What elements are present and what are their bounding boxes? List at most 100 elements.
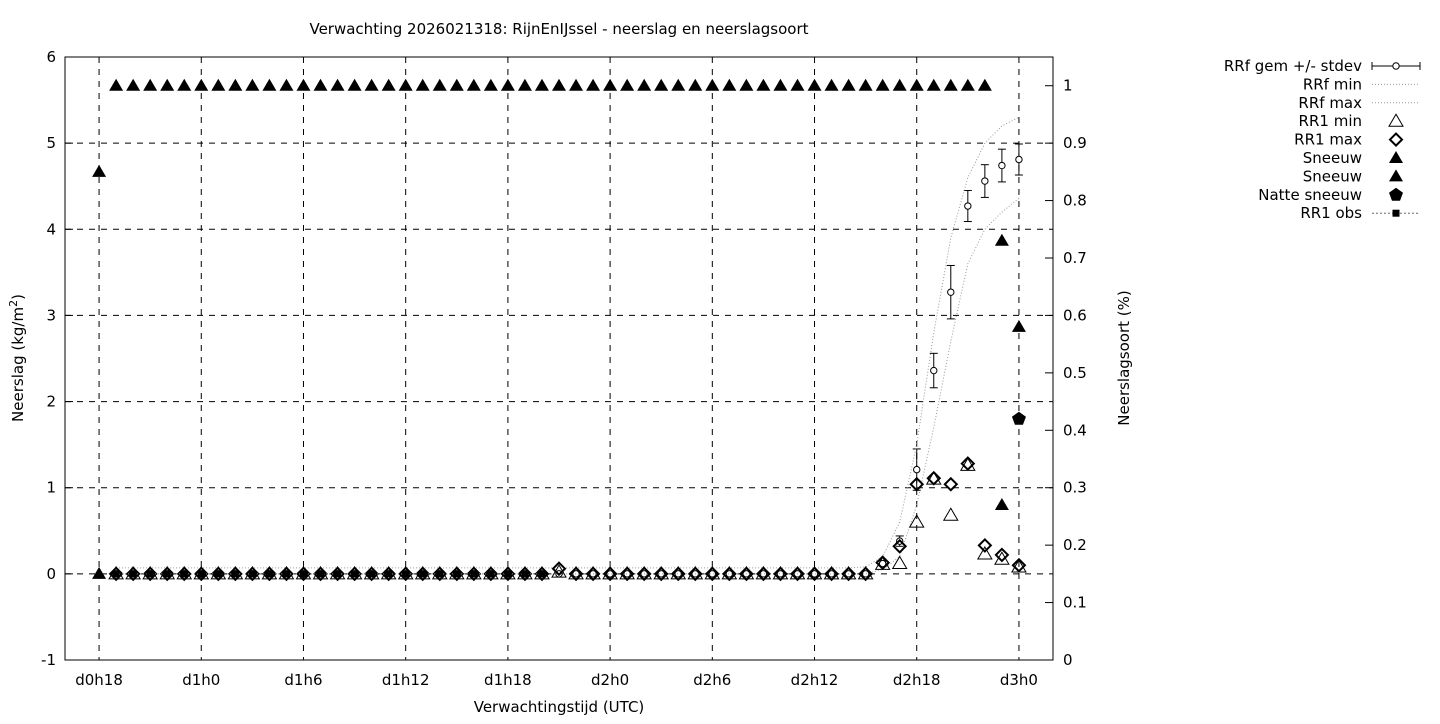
legend-sample — [1389, 169, 1403, 182]
y2-tick-label: 0.2 — [1063, 536, 1087, 554]
series-rrf-max — [116, 116, 1020, 569]
triangle-point — [194, 78, 209, 91]
y2-tick-label: 0.1 — [1063, 594, 1087, 612]
y-tick-label: 5 — [46, 134, 56, 152]
y-axis-label-end: ) — [9, 294, 27, 300]
y2-tick-label: 0.3 — [1063, 479, 1087, 497]
triangle-point — [1388, 113, 1404, 127]
diamond-point — [483, 566, 499, 582]
y2-axis-label: Neerslagsoort (%) — [1115, 290, 1133, 425]
diamond-point — [738, 566, 754, 582]
circle-point — [861, 570, 870, 578]
diamond-point — [721, 566, 737, 582]
circle-point — [964, 202, 972, 210]
diamond-point — [602, 566, 618, 582]
square-point — [334, 570, 342, 578]
legend-sample — [1371, 62, 1421, 70]
triangle-point — [126, 78, 141, 91]
square-point — [214, 570, 222, 578]
diamond-point — [653, 566, 669, 582]
triangle-point — [620, 78, 635, 91]
series-line — [116, 197, 1020, 575]
triangle-point — [586, 78, 601, 91]
triangle-point — [773, 78, 788, 91]
triangle-point — [483, 78, 498, 91]
series-rr1-min — [108, 457, 1027, 580]
legend-label: RRf max — [1298, 94, 1362, 112]
legend-label: RR1 min — [1299, 112, 1362, 130]
square-point — [248, 570, 256, 578]
x-tick-label: d1h18 — [484, 671, 532, 689]
y2-tick-label: 0.9 — [1063, 134, 1087, 152]
circle-point — [759, 570, 768, 578]
series-sneeuw — [92, 78, 1026, 332]
triangle-point — [926, 78, 941, 91]
triangle-point — [892, 78, 907, 91]
square-point — [1392, 209, 1400, 217]
diamond-point — [1011, 557, 1027, 573]
x-axis-label: Verwachtingstijd (UTC) — [474, 698, 645, 716]
triangle-point — [1389, 151, 1403, 163]
legend-label: RR1 max — [1294, 131, 1362, 149]
triangle-point — [211, 78, 226, 91]
legend-sample — [1389, 151, 1403, 163]
triangle-point — [347, 78, 362, 91]
x-tick-label: d2h18 — [893, 671, 941, 689]
y2-tick-label: 0.6 — [1063, 306, 1087, 324]
triangle-point — [143, 78, 158, 91]
triangle-point — [92, 164, 107, 177]
square-point — [368, 570, 376, 578]
circle-point — [998, 161, 1006, 170]
diamond-point — [1388, 132, 1404, 148]
diamond-point — [347, 566, 363, 582]
x-tick-label: d1h0 — [182, 671, 220, 689]
diamond-point — [108, 566, 124, 582]
square-point — [146, 570, 154, 578]
triangle-point — [313, 78, 328, 91]
triangle-point — [637, 78, 652, 91]
diamond-point — [261, 566, 277, 582]
y-tick-label: 2 — [46, 393, 56, 411]
y2-tick-label: 1 — [1063, 77, 1073, 95]
series-natte-sneeuw — [1011, 411, 1026, 425]
x-tick-label: d2h6 — [693, 671, 731, 689]
x-tick-label: d3h0 — [1000, 671, 1038, 689]
triangle-point — [449, 78, 464, 91]
y-tick-label: 1 — [46, 479, 56, 497]
triangle-point — [722, 78, 737, 91]
triangle-point — [960, 78, 975, 91]
triangle-point — [569, 78, 584, 91]
triangle-point — [977, 78, 992, 91]
axes: -1 0 1 2 3 4 5 6 0 0.1 0.2 0.3 0.4 0.5 0.6 0.7 0.8 0.9 1 d0… — [41, 48, 1087, 689]
x-tick-label: d1h12 — [382, 671, 430, 689]
legend-label: Sneeuw — [1303, 149, 1362, 167]
triangle-point — [92, 566, 107, 579]
plot-frame — [64, 56, 1054, 661]
diamond-point — [670, 566, 686, 582]
triangle-point — [364, 78, 379, 91]
diamond-point — [943, 476, 959, 492]
diamond-point — [193, 566, 209, 582]
square-point — [521, 570, 529, 578]
diamond-point — [824, 566, 839, 582]
triangle-point — [466, 78, 481, 91]
triangle-point — [858, 78, 873, 91]
triangle-point — [875, 78, 890, 91]
series-sneeuw — [92, 497, 1009, 579]
triangle-point — [688, 78, 703, 91]
y-tick-label: 0 — [46, 565, 56, 583]
triangle-point — [671, 78, 686, 91]
circle-point — [913, 465, 921, 474]
diamond-point — [210, 566, 226, 582]
series-rr1-max — [108, 456, 1027, 582]
diamond-point — [364, 566, 380, 582]
circle-point — [708, 570, 717, 578]
triangle-point — [909, 78, 924, 91]
triangle-point — [330, 78, 345, 91]
triangle-point — [432, 78, 447, 91]
triangle-point — [908, 514, 925, 528]
triangle-point — [1389, 169, 1403, 182]
diamond-point — [926, 470, 942, 486]
diamond-point — [449, 566, 465, 582]
diamond-point — [432, 566, 448, 582]
